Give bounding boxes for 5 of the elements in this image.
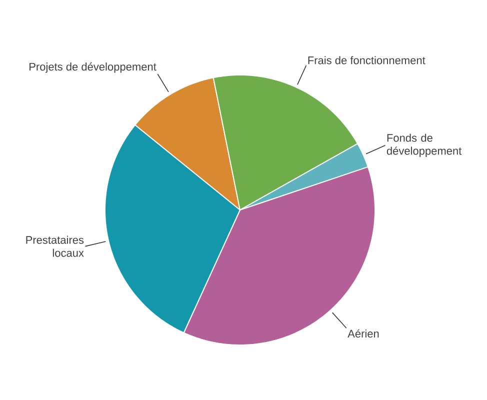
slice-label: Projets de développement: [30, 62, 156, 73]
slice-label: Prestataires locaux: [26, 236, 84, 257]
slice-label: Aérien: [348, 329, 379, 338]
slice-label: Frais de fonctionnement: [308, 56, 426, 64]
slice-label: Fonds de développement: [386, 134, 462, 157]
